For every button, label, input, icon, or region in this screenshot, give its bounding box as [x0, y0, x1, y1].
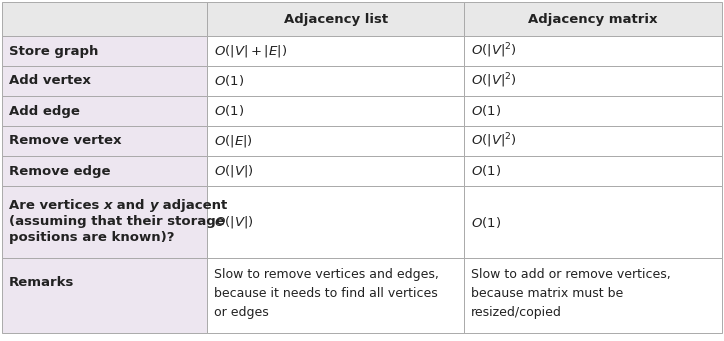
Text: $O(1)$: $O(1)$: [214, 104, 244, 119]
Bar: [2, 258, 207, 333]
Text: $O(1)$: $O(1)$: [471, 163, 501, 178]
Text: $O(|V|^2)$: $O(|V|^2)$: [471, 42, 517, 60]
Text: Add edge: Add edge: [9, 104, 80, 118]
Text: $O(1)$: $O(1)$: [471, 104, 501, 119]
Bar: [2, 156, 207, 186]
Bar: [2, 36, 207, 66]
Text: and: and: [112, 199, 150, 212]
Text: Remove edge: Remove edge: [9, 164, 111, 178]
Bar: [207, 126, 464, 156]
Text: Adjacency list: Adjacency list: [284, 13, 388, 26]
Text: $O(|V|)$: $O(|V|)$: [214, 163, 254, 179]
Bar: [464, 2, 722, 36]
Text: (assuming that their storage: (assuming that their storage: [9, 215, 224, 228]
Bar: [464, 36, 722, 66]
Text: $O(|V|)$: $O(|V|)$: [214, 214, 254, 230]
Bar: [2, 66, 207, 96]
Bar: [207, 156, 464, 186]
Bar: [207, 2, 464, 36]
Bar: [207, 36, 464, 66]
Text: Adjacency matrix: Adjacency matrix: [529, 13, 658, 26]
Bar: [2, 126, 207, 156]
Bar: [207, 186, 464, 258]
Text: Remarks: Remarks: [9, 276, 75, 289]
Text: y: y: [150, 199, 159, 212]
Bar: [207, 96, 464, 126]
Text: Remove vertex: Remove vertex: [9, 134, 122, 148]
Text: Slow to add or remove vertices,
because matrix must be
resized/copied: Slow to add or remove vertices, because …: [471, 268, 671, 319]
Bar: [464, 186, 722, 258]
Bar: [2, 186, 207, 258]
Bar: [2, 2, 207, 36]
Bar: [207, 66, 464, 96]
Bar: [464, 258, 722, 333]
Text: $O(1)$: $O(1)$: [214, 74, 244, 89]
Bar: [464, 156, 722, 186]
Text: $O(|V|^2)$: $O(|V|^2)$: [471, 72, 517, 90]
Bar: [207, 258, 464, 333]
Text: Add vertex: Add vertex: [9, 74, 91, 88]
Bar: [2, 96, 207, 126]
Bar: [464, 66, 722, 96]
Bar: [464, 126, 722, 156]
Text: Slow to remove vertices and edges,
because it needs to find all vertices
or edge: Slow to remove vertices and edges, becau…: [214, 268, 439, 319]
Text: adjacent: adjacent: [159, 199, 227, 212]
Text: $O(1)$: $O(1)$: [471, 214, 501, 229]
Bar: [464, 96, 722, 126]
Text: Store graph: Store graph: [9, 44, 98, 58]
Text: $O(|V|^2)$: $O(|V|^2)$: [471, 132, 517, 150]
Text: positions are known)?: positions are known)?: [9, 231, 174, 244]
Text: $O(|V| + |E|)$: $O(|V| + |E|)$: [214, 43, 287, 59]
Text: x: x: [104, 199, 112, 212]
Text: Are vertices: Are vertices: [9, 199, 104, 212]
Text: $O(|E|)$: $O(|E|)$: [214, 133, 253, 149]
